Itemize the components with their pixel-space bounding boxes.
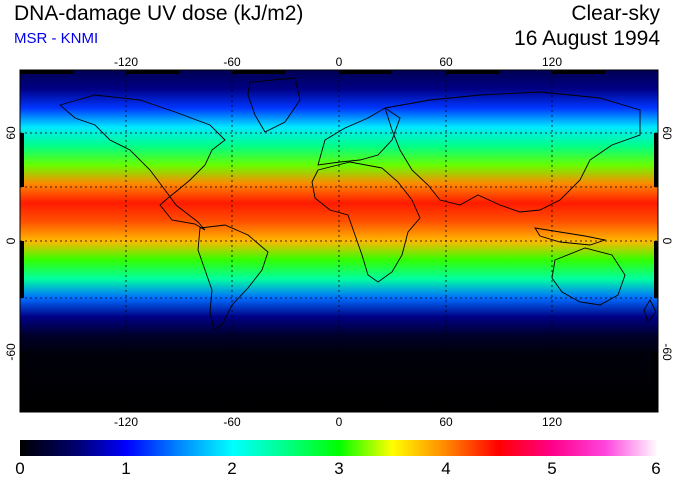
lon-tick-bottom: -120 [114, 415, 138, 429]
lat-tick-right: 0 [660, 238, 674, 245]
map-title: DNA-damage UV dose (kJ/m2) [14, 2, 304, 25]
graticule [20, 70, 658, 412]
colorbar [20, 440, 658, 456]
colorbar-tick: 1 [121, 459, 130, 478]
lon-tick-bottom: 60 [439, 415, 453, 429]
coastline-australia [551, 247, 626, 306]
sky-condition-label: Clear-sky [571, 2, 660, 25]
map-border-scale [20, 70, 658, 412]
lon-tick-top: 60 [439, 55, 453, 69]
coastlines [59, 77, 657, 331]
coastline-north-america [59, 94, 226, 231]
coastline-greenland [247, 77, 301, 133]
lon-tick-top: -120 [114, 55, 138, 69]
coastline-indonesia [534, 227, 607, 246]
data-source-label: MSR - KNMI [14, 30, 99, 47]
colorbar-tick: 2 [227, 459, 236, 478]
coastline-new-zealand [643, 299, 657, 323]
lat-tick-right: -60 [660, 343, 674, 361]
coastline-south-america [197, 224, 269, 331]
colorbar-tick: 0 [15, 459, 24, 478]
lat-tick-left: 60 [4, 126, 18, 140]
lon-tick-bottom: 0 [336, 415, 343, 429]
lon-tick-bottom: -60 [223, 415, 241, 429]
lat-tick-left: 0 [4, 237, 18, 244]
lon-tick-bottom: 120 [542, 415, 562, 429]
lat-tick-left: -60 [4, 343, 18, 361]
date-label: 16 August 1994 [514, 27, 660, 50]
coastline-africa [311, 161, 421, 283]
lon-tick-top: -60 [223, 55, 241, 69]
colorbar-tick: 6 [651, 459, 660, 478]
coastline-asia [384, 91, 641, 213]
colorbar-tick: 5 [547, 459, 556, 478]
lat-tick-right: 60 [660, 126, 674, 140]
colorbar-tick: 3 [334, 459, 343, 478]
colorbar-tick: 4 [441, 459, 450, 478]
lon-tick-top: 120 [542, 55, 562, 69]
lon-tick-top: 0 [336, 55, 343, 69]
coastline-europe [317, 107, 401, 166]
